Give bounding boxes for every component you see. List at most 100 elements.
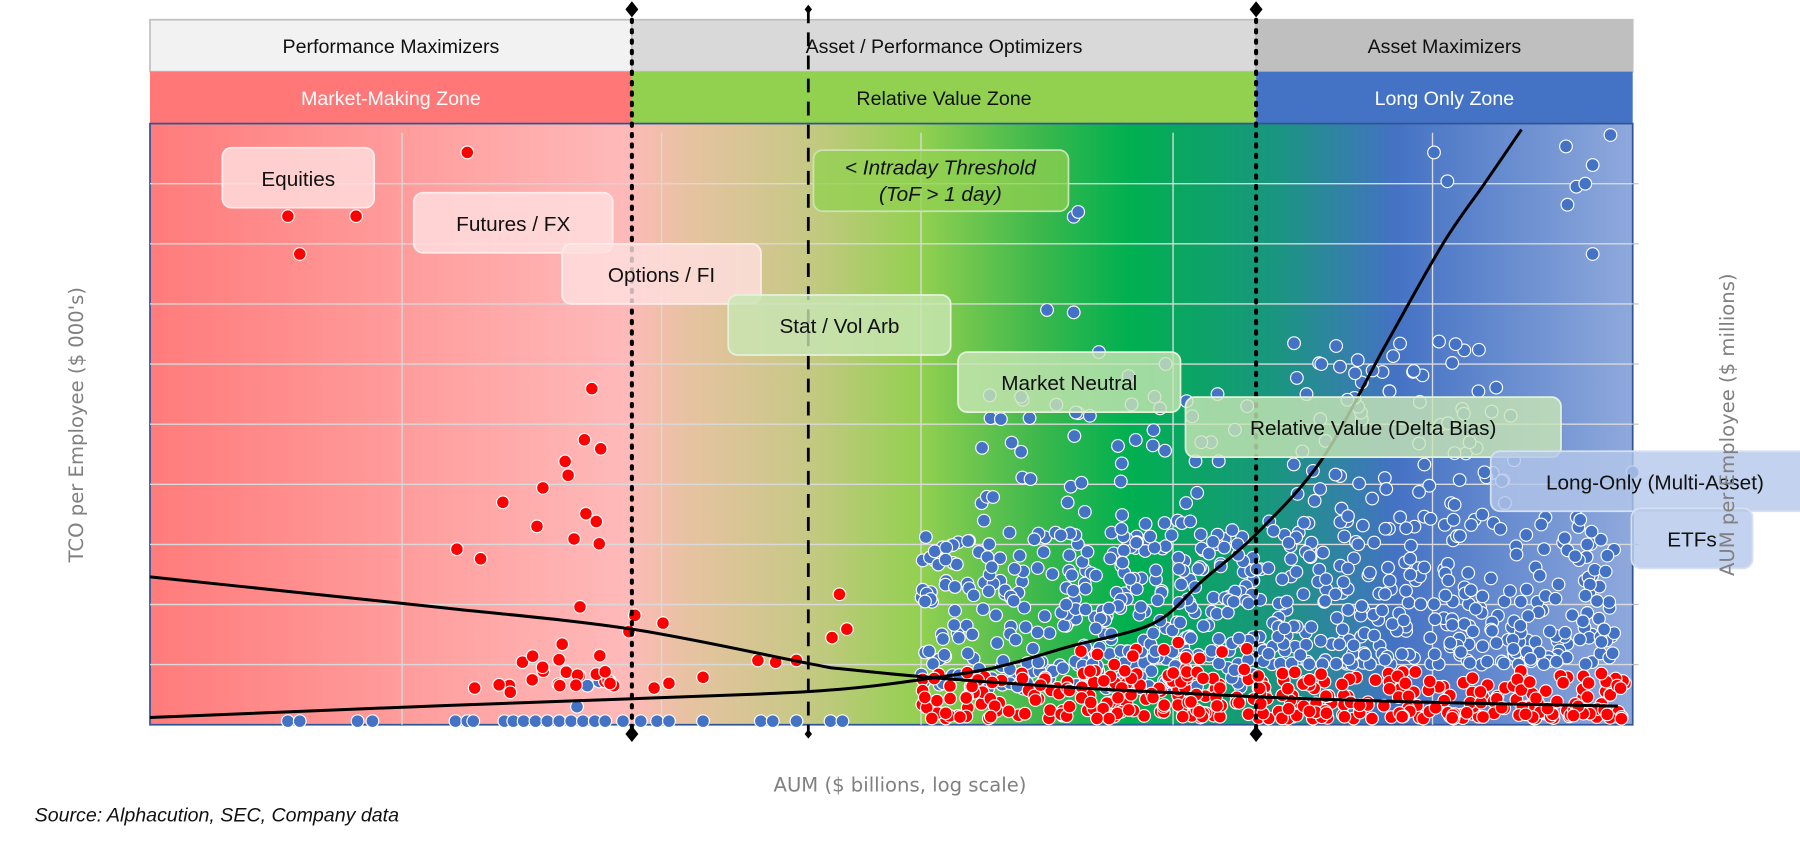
intraday-threshold-line1: < Intraday Threshold bbox=[845, 156, 1037, 179]
aum-point bbox=[1452, 473, 1467, 487]
aum-point bbox=[1114, 456, 1129, 471]
aum-point bbox=[1382, 573, 1397, 588]
aum-point bbox=[1027, 532, 1042, 547]
tco-point bbox=[1465, 671, 1480, 686]
aum-point bbox=[1296, 515, 1311, 530]
tco-point bbox=[662, 676, 676, 691]
aum-point bbox=[1275, 572, 1290, 587]
aum-point bbox=[1462, 655, 1477, 670]
aum-point bbox=[1232, 631, 1246, 646]
aum-point bbox=[823, 714, 838, 729]
aum-point bbox=[1445, 617, 1460, 632]
tco-point bbox=[1314, 667, 1329, 682]
aum-point bbox=[1190, 485, 1205, 500]
aum-point bbox=[1006, 593, 1021, 608]
tco-point bbox=[1445, 710, 1460, 725]
aum-point bbox=[1053, 528, 1068, 543]
tco-point bbox=[525, 649, 540, 664]
y2-axis-title: AUM per Employee ($ millions) bbox=[1716, 273, 1739, 576]
aum-point bbox=[1281, 535, 1296, 550]
aum-point bbox=[1304, 620, 1319, 635]
aum-point bbox=[1382, 384, 1397, 399]
tco-point bbox=[929, 693, 944, 708]
aum-point bbox=[947, 580, 962, 594]
tco-point bbox=[589, 514, 604, 529]
aum-point bbox=[1399, 521, 1414, 536]
aum-point bbox=[918, 594, 932, 609]
aum-point bbox=[1014, 444, 1029, 459]
aum-point bbox=[1144, 664, 1159, 679]
aum-point bbox=[1206, 590, 1221, 605]
aum-point bbox=[1378, 652, 1392, 667]
aum-point bbox=[1427, 647, 1442, 662]
aum-point bbox=[1040, 303, 1054, 317]
tco-point bbox=[1184, 695, 1198, 709]
tco-point bbox=[750, 653, 765, 668]
aum-point bbox=[1427, 145, 1441, 160]
aum-point bbox=[1329, 339, 1344, 353]
tco-point bbox=[467, 681, 482, 695]
aum-point bbox=[1573, 512, 1588, 527]
annotation-label: Stat / Vol Arb bbox=[779, 315, 899, 338]
aum-point bbox=[1183, 514, 1198, 529]
aum-point bbox=[965, 627, 980, 642]
aum-point bbox=[576, 714, 590, 729]
aum-point bbox=[1313, 633, 1328, 648]
aum-point bbox=[1521, 609, 1536, 623]
aum-point bbox=[1018, 620, 1033, 635]
aum-point bbox=[1406, 364, 1421, 378]
zone-header-row: Market-Making Zone Relative Value Zone Lon… bbox=[150, 71, 1633, 124]
aum-point bbox=[1103, 551, 1118, 566]
tco-point bbox=[567, 532, 581, 546]
aum-point bbox=[1289, 371, 1304, 385]
tco-point bbox=[1337, 709, 1352, 724]
aum-point bbox=[1354, 599, 1369, 613]
tco-point bbox=[1192, 704, 1207, 719]
aum-point bbox=[927, 544, 942, 559]
diamond-marker-icon bbox=[804, 4, 813, 14]
aum-point bbox=[1191, 561, 1206, 576]
tco-point bbox=[1613, 681, 1628, 696]
tco-trend-curve bbox=[149, 575, 1618, 708]
aum-point bbox=[1066, 583, 1081, 598]
tco-point bbox=[1171, 635, 1186, 650]
aum-point bbox=[1560, 197, 1575, 212]
aum-point bbox=[1393, 510, 1408, 525]
aum-point bbox=[961, 534, 976, 548]
tco-point bbox=[1175, 709, 1190, 724]
category-band bbox=[631, 18, 1257, 73]
tco-point bbox=[1090, 711, 1104, 726]
aum-point bbox=[1413, 597, 1428, 612]
tco-point bbox=[1408, 665, 1423, 679]
tco-point bbox=[561, 468, 576, 483]
aum-point bbox=[1290, 486, 1305, 501]
tco-point bbox=[1232, 695, 1246, 710]
annotation-box bbox=[221, 146, 376, 209]
tco-point bbox=[1473, 684, 1488, 699]
aum-point bbox=[960, 646, 975, 661]
aum-point bbox=[1572, 632, 1587, 647]
aum-point bbox=[1585, 158, 1600, 172]
tco-point bbox=[1352, 698, 1367, 713]
aum-point bbox=[1067, 429, 1082, 443]
aum-point bbox=[1568, 549, 1583, 564]
tco-point bbox=[492, 677, 507, 692]
tco-point bbox=[552, 652, 566, 667]
tco-point bbox=[1274, 711, 1289, 726]
tco-point bbox=[1395, 709, 1410, 724]
aum-point bbox=[947, 618, 962, 632]
aum-point bbox=[1475, 639, 1490, 654]
aum-point bbox=[1078, 602, 1093, 617]
aum-point bbox=[1074, 475, 1089, 490]
aum-point bbox=[789, 714, 804, 729]
aum-point bbox=[1417, 457, 1432, 472]
tco-point bbox=[1215, 645, 1230, 659]
aum-point bbox=[922, 644, 936, 659]
aum-point bbox=[1059, 597, 1074, 612]
aum-point bbox=[1578, 588, 1593, 603]
aum-point bbox=[989, 608, 1003, 623]
aum-point bbox=[1314, 357, 1329, 371]
aum-point bbox=[918, 530, 933, 544]
aum-point bbox=[1348, 366, 1362, 381]
aum-point bbox=[1464, 518, 1479, 532]
